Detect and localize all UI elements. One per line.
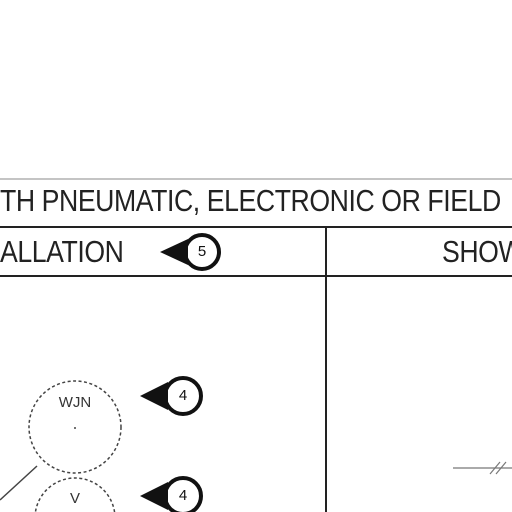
keynote-number-header: 5 — [197, 243, 207, 260]
pipe-break-mark-1 — [489, 461, 501, 475]
pipe-break-mark-2 — [495, 461, 507, 475]
keynote-tag-lower — [140, 476, 203, 512]
keynote-tag-upper — [140, 376, 203, 416]
instrument-circle-lower — [34, 477, 116, 512]
instrument-label-lower: V — [69, 490, 80, 507]
leader-line — [0, 465, 38, 501]
instrument-circle-upper — [28, 380, 122, 474]
keynote-number-lower: 4 — [178, 487, 188, 504]
instrument-label-upper: WJN — [58, 394, 92, 411]
right-column-header: SHOW — [442, 234, 512, 269]
circle-center-dot — [74, 427, 76, 429]
banner-text: TH PNEUMATIC, ELECTRONIC OR FIELD — [0, 183, 501, 218]
left-column-header: ALLATION — [0, 234, 124, 269]
keynote-tag-header — [160, 233, 221, 271]
keynote-number-upper: 4 — [178, 387, 188, 404]
